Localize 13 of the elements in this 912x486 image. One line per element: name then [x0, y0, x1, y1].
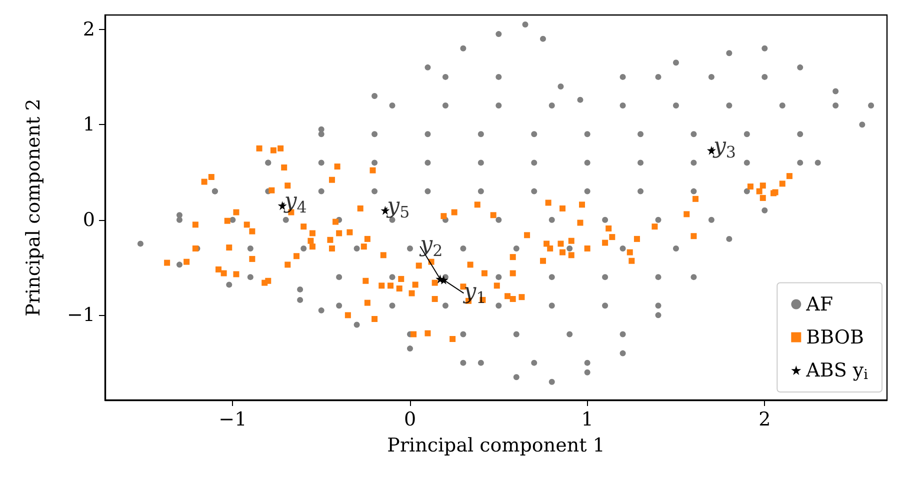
y-axis-title: Principal component 2: [22, 98, 44, 316]
legend-label: AF: [805, 293, 834, 316]
y-tick-label: 2: [82, 18, 95, 40]
y-tick-label: 0: [82, 208, 95, 231]
x-axis-title: Principal component 1: [387, 434, 605, 456]
point: [436, 274, 445, 284]
x-tick-label: 0: [404, 408, 416, 430]
x-tick-label: −1: [218, 408, 247, 430]
y-tick-label: 1: [82, 114, 95, 136]
legend-label: BBOB: [806, 326, 864, 348]
x-tick-label: 1: [581, 408, 594, 430]
x-tick-label: 2: [758, 408, 771, 430]
y-tick-label: −1: [66, 304, 95, 326]
